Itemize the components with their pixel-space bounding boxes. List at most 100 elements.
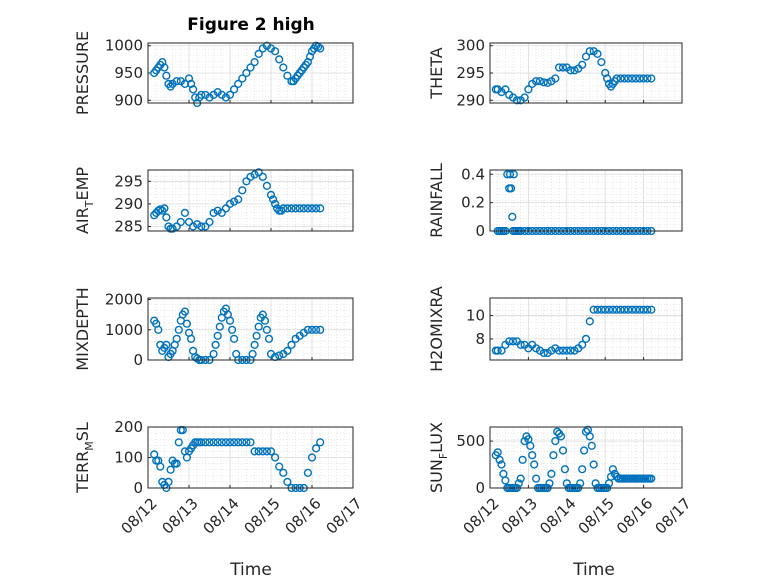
data-point	[174, 325, 183, 334]
data-point	[172, 222, 181, 231]
data-point	[262, 181, 272, 190]
data-point	[316, 204, 325, 213]
data-point	[539, 78, 548, 87]
data-point	[283, 477, 292, 487]
x-tick-label: 08/12	[117, 494, 160, 537]
data-point	[164, 477, 173, 487]
data-point	[275, 462, 284, 471]
data-point	[579, 446, 589, 455]
y-tick-label: 295	[456, 64, 485, 82]
data-point	[271, 453, 280, 462]
y-tick-label: 0.4	[461, 165, 485, 183]
data-point	[566, 66, 575, 75]
data-point	[316, 438, 325, 447]
data-point	[647, 74, 656, 83]
data-point	[597, 305, 606, 314]
data-point	[283, 204, 292, 213]
data-point	[164, 222, 173, 231]
data-point	[158, 206, 167, 215]
data-point	[162, 71, 171, 80]
y-axis-label: TERRMSL	[73, 422, 96, 494]
data-point	[246, 438, 255, 447]
data-point	[225, 316, 235, 325]
data-point	[217, 208, 226, 218]
data-point	[234, 438, 243, 447]
data-point	[238, 186, 247, 195]
data-point	[505, 170, 515, 179]
data-point	[287, 340, 296, 350]
data-point	[312, 204, 321, 213]
data-point	[242, 438, 251, 447]
data-point	[176, 217, 185, 227]
data-point	[250, 340, 259, 350]
data-point	[295, 204, 304, 213]
x-tick-label: 08/16	[613, 494, 656, 537]
data-point	[303, 204, 313, 213]
data-point	[560, 465, 570, 474]
y-tick-label: 2000	[105, 291, 143, 309]
data-point	[250, 57, 259, 67]
y-tick-label: 290	[456, 91, 485, 109]
x-tick-label: 08/13	[498, 494, 541, 537]
data-point	[589, 305, 598, 314]
data-point	[547, 469, 556, 479]
data-point	[566, 346, 575, 355]
data-point	[201, 222, 210, 231]
data-point	[639, 74, 648, 83]
data-point	[531, 77, 541, 86]
data-point	[505, 337, 514, 346]
axes-box	[147, 297, 354, 361]
data-point	[174, 438, 183, 447]
data-point	[495, 455, 504, 464]
x-axis-label-left: Time	[229, 560, 272, 580]
data-point	[307, 204, 317, 213]
data-point	[162, 213, 171, 222]
data-point	[262, 325, 272, 334]
data-point	[558, 63, 568, 72]
y-tick-label: 0	[475, 479, 485, 497]
data-point	[312, 444, 321, 453]
data-point	[643, 74, 652, 83]
data-point	[162, 340, 171, 350]
data-point	[593, 49, 602, 59]
data-point	[531, 474, 541, 483]
data-point	[597, 57, 606, 67]
data-point	[635, 305, 644, 314]
data-point	[166, 465, 175, 474]
axes-box	[147, 42, 354, 104]
data-point	[493, 346, 502, 355]
data-point	[283, 71, 292, 80]
data-point	[291, 204, 300, 213]
data-point	[601, 68, 610, 78]
y-tick-label: 285	[114, 217, 143, 235]
data-point	[528, 451, 537, 460]
data-point	[512, 96, 522, 105]
axes-box	[147, 169, 354, 232]
data-point	[316, 44, 325, 53]
data-point	[501, 476, 510, 485]
data-point	[556, 432, 566, 441]
data-point	[570, 66, 579, 75]
panel-air_temp: 285 290 295 AIRTEMP	[73, 167, 354, 235]
data-point	[193, 220, 202, 229]
data-point	[172, 334, 181, 343]
y-tick-label: 290	[114, 195, 143, 213]
y-tick-label: 100	[114, 449, 143, 467]
x-tick-label: 08/17	[322, 494, 365, 537]
data-point	[585, 317, 594, 326]
data-point	[585, 432, 594, 441]
data-point	[612, 305, 621, 314]
data-point	[307, 325, 317, 334]
data-point	[578, 340, 587, 349]
data-point	[608, 465, 618, 474]
data-point	[250, 170, 259, 179]
data-point	[160, 204, 169, 213]
data-point	[581, 52, 591, 61]
data-point	[156, 205, 165, 214]
data-point	[549, 451, 558, 460]
data-point	[275, 55, 284, 64]
panel-pressure: 900 950 1000 PRESSURE	[73, 31, 354, 115]
data-point	[197, 438, 206, 447]
panel-sun_flux: 0 500 SUNFLUX 08/1208/1308/1408/1508/1608/1…	[427, 422, 695, 538]
